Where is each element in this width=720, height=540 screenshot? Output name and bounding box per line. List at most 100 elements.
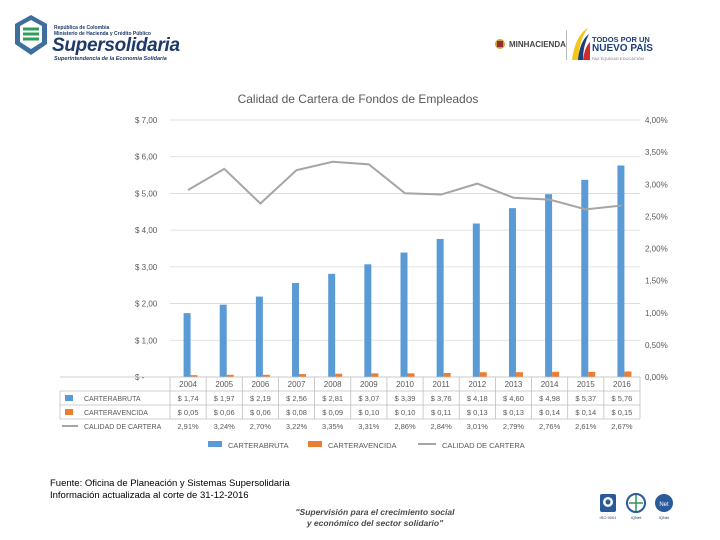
cert-label: ISO 9001 [599, 515, 617, 520]
x-tick-label: 2005 [215, 380, 233, 389]
y-right-tick-label: 4,00% [645, 116, 668, 125]
coat-of-arms-icon [495, 39, 505, 49]
data-label: 3,22% [286, 422, 308, 431]
y-left-tick-label: $ 2,00 [135, 300, 158, 309]
data-label: $ 0,06 [250, 408, 271, 417]
bar-carterabruta [255, 296, 263, 377]
bar-carteravencida [479, 372, 487, 377]
data-label: 2,76% [539, 422, 561, 431]
x-tick-label: 2013 [505, 380, 523, 389]
bar-carterabruta [472, 223, 480, 377]
legend-key [65, 409, 73, 415]
tpnp-line3: PAZ EQUIDAD EDUCACIÓN [592, 56, 644, 61]
table-series-name: CALIDAD DE CARTERA [84, 424, 162, 431]
data-label: $ 0,05 [178, 408, 199, 417]
data-label: $ 1,74 [178, 394, 199, 403]
data-label: 2,67% [611, 422, 633, 431]
x-tick-label: 2010 [396, 380, 414, 389]
x-tick-label: 2008 [324, 380, 342, 389]
slogan-line1: "Supervisión para el crecimiento social [295, 507, 455, 517]
y-left-tick-label: $ 3,00 [135, 263, 158, 272]
data-label: 2,86% [394, 422, 416, 431]
y-right-tick-label: 2,00% [645, 245, 668, 254]
y-right-tick-label: 1,50% [645, 277, 668, 286]
logo-line1: República de Colombia [54, 25, 110, 31]
data-label: 3,01% [467, 422, 489, 431]
bar-carterabruta [292, 283, 300, 377]
x-tick-label: 2012 [468, 380, 486, 389]
logo-subtitle: Superintendencia de la Economía Solidari… [54, 56, 167, 62]
bar-carteravencida [588, 371, 596, 377]
data-label: $ 1,97 [214, 394, 235, 403]
data-label: $ 2,56 [286, 394, 307, 403]
y-left-tick-label: $ 1,00 [135, 336, 158, 345]
update-note: Información actualizada al corte de 31-1… [50, 490, 249, 501]
bar-carteravencida [624, 371, 632, 377]
data-label: 3,24% [214, 422, 236, 431]
data-label: $ 0,15 [611, 408, 632, 417]
data-label: $ 0,06 [214, 408, 235, 417]
bar-carterabruta [400, 252, 408, 377]
header-divider [566, 30, 567, 60]
data-label: 2,70% [250, 422, 272, 431]
data-label: 3,35% [322, 422, 344, 431]
y-right-tick-label: 0,50% [645, 341, 668, 350]
x-tick-label: 2009 [360, 380, 378, 389]
legend-label: CARTERABRUTA [228, 441, 289, 450]
bar-carteravencida [407, 373, 415, 377]
legend-key [65, 395, 73, 401]
data-label: $ 5,37 [575, 394, 596, 403]
data-label: $ 0,08 [286, 408, 307, 417]
data-label: $ 0,10 [395, 408, 416, 417]
bar-carterabruta [545, 194, 553, 377]
data-label: $ 0,13 [503, 408, 524, 417]
bar-carterabruta [183, 313, 191, 377]
bar-carterabruta [436, 238, 444, 377]
legend-key [208, 441, 222, 447]
y-right-tick-label: 1,00% [645, 309, 668, 318]
data-label: $ 4,18 [467, 394, 488, 403]
legend-label: CARTERAVENCIDA [328, 441, 397, 450]
data-label: $ 4,60 [503, 394, 524, 403]
cert-label: IQNet [658, 515, 670, 520]
source-note: Fuente: Oficina de Planeación y Sistemas… [50, 478, 290, 489]
bar-carteravencida [371, 373, 379, 377]
data-label: $ 0,13 [467, 408, 488, 417]
table-series-name: CARTERAVENCIDA [84, 410, 148, 417]
data-label: $ 0,11 [431, 408, 451, 417]
cert-iqnet-2: Net IQNet [652, 492, 676, 520]
svg-text:Net: Net [659, 502, 669, 508]
x-tick-label: 2007 [288, 380, 306, 389]
data-label: $ 3,07 [358, 394, 379, 403]
data-label: $ 3,39 [395, 394, 416, 403]
y-left-tick-label: $ 4,00 [135, 226, 158, 235]
y-right-tick-label: 0,00% [645, 373, 668, 382]
bar-carteravencida [443, 372, 451, 377]
data-label: $ 0,14 [575, 408, 596, 417]
data-label: $ 0,09 [322, 408, 343, 417]
data-label: $ 2,19 [250, 394, 271, 403]
x-tick-label: 2015 [577, 380, 595, 389]
bar-carteravencida [335, 373, 343, 377]
data-label: $ 0,10 [358, 408, 379, 417]
minhacienda-text: MINHACIENDA [509, 39, 566, 49]
slogan-line2: y económico del sector solidario" [306, 518, 444, 528]
certification-globe-icon [626, 493, 646, 513]
bar-carteravencida [515, 372, 523, 377]
todos-por-un-nuevo-pais-logo: TODOS POR UN NUEVO PAÍS PAZ EQUIDAD EDUC… [570, 26, 653, 67]
data-label: $ 3,76 [431, 394, 452, 403]
y-right-tick-label: 2,50% [645, 212, 668, 221]
chart-title: Calidad de Cartera de Fondos de Empleado… [238, 92, 479, 106]
bar-carterabruta [581, 179, 589, 377]
bar-carterabruta [328, 273, 336, 377]
bar-carteravencida [226, 374, 234, 377]
logo-line2: Ministerio de Hacienda y Crédito Público [54, 31, 151, 37]
bar-carteravencida [299, 374, 307, 377]
bar-carterabruta [508, 208, 516, 377]
y-left-tick-label: $ 5,00 [135, 189, 158, 198]
x-tick-label: 2016 [613, 380, 631, 389]
data-label: $ 4,98 [539, 394, 560, 403]
data-label: 2,79% [503, 422, 525, 431]
tpnp-line2: NUEVO PAÍS [592, 43, 653, 54]
data-label: $ 0,14 [539, 408, 560, 417]
